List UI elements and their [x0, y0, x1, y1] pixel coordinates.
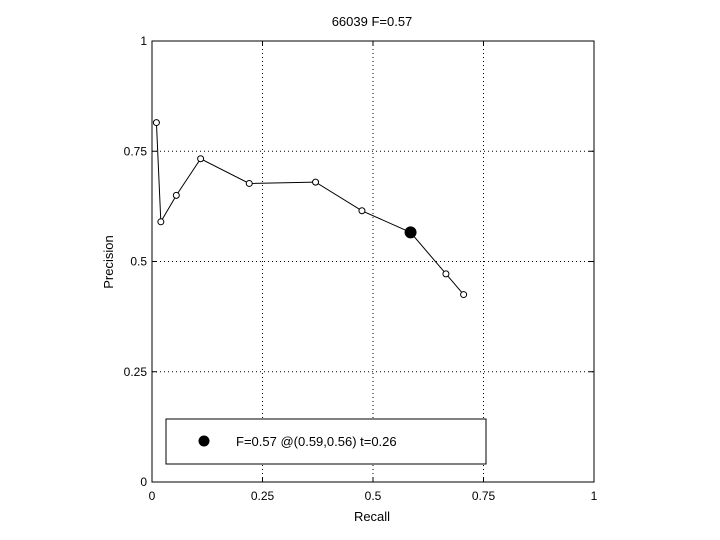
- x-tick-label: 0.5: [365, 489, 382, 503]
- legend-marker: [198, 435, 210, 447]
- y-tick-label: 0.75: [124, 144, 148, 158]
- x-tick-label: 0: [149, 489, 156, 503]
- legend-text: F=0.57 @(0.59,0.56) t=0.26: [236, 434, 397, 449]
- data-point: [157, 218, 165, 226]
- series-markers: [152, 119, 468, 299]
- legend-frame: [165, 418, 487, 465]
- data-point: [358, 207, 366, 215]
- axis-tick-labels: 0 0.25 0.5 0.75 1 0 0.25 0.5 0.75 1: [124, 34, 598, 503]
- data-point: [245, 179, 253, 187]
- x-tick-label: 0.75: [472, 489, 496, 503]
- y-tick-label: 0.5: [130, 255, 147, 269]
- data-point: [312, 178, 320, 186]
- data-point: [152, 119, 160, 127]
- y-tick-label: 1: [140, 34, 147, 48]
- data-point: [442, 270, 450, 278]
- data-point: [172, 191, 180, 199]
- data-point: [197, 155, 205, 163]
- x-tick-label: 0.25: [251, 489, 275, 503]
- legend-box: F=0.57 @(0.59,0.56) t=0.26: [165, 418, 487, 465]
- axis-ticks: [151, 40, 595, 483]
- y-tick-label: 0: [140, 475, 147, 489]
- y-tick-label: 0.25: [124, 365, 148, 379]
- series-line: [155, 122, 464, 295]
- y-axis-label: Precision: [101, 235, 116, 288]
- chart-title: 66039 F=0.57: [332, 14, 413, 29]
- best-point-marker: [404, 226, 417, 239]
- grid-lines: [152, 41, 594, 482]
- data-point: [460, 291, 468, 299]
- x-axis-label: Recall: [354, 509, 390, 524]
- x-tick-label: 1: [591, 489, 598, 503]
